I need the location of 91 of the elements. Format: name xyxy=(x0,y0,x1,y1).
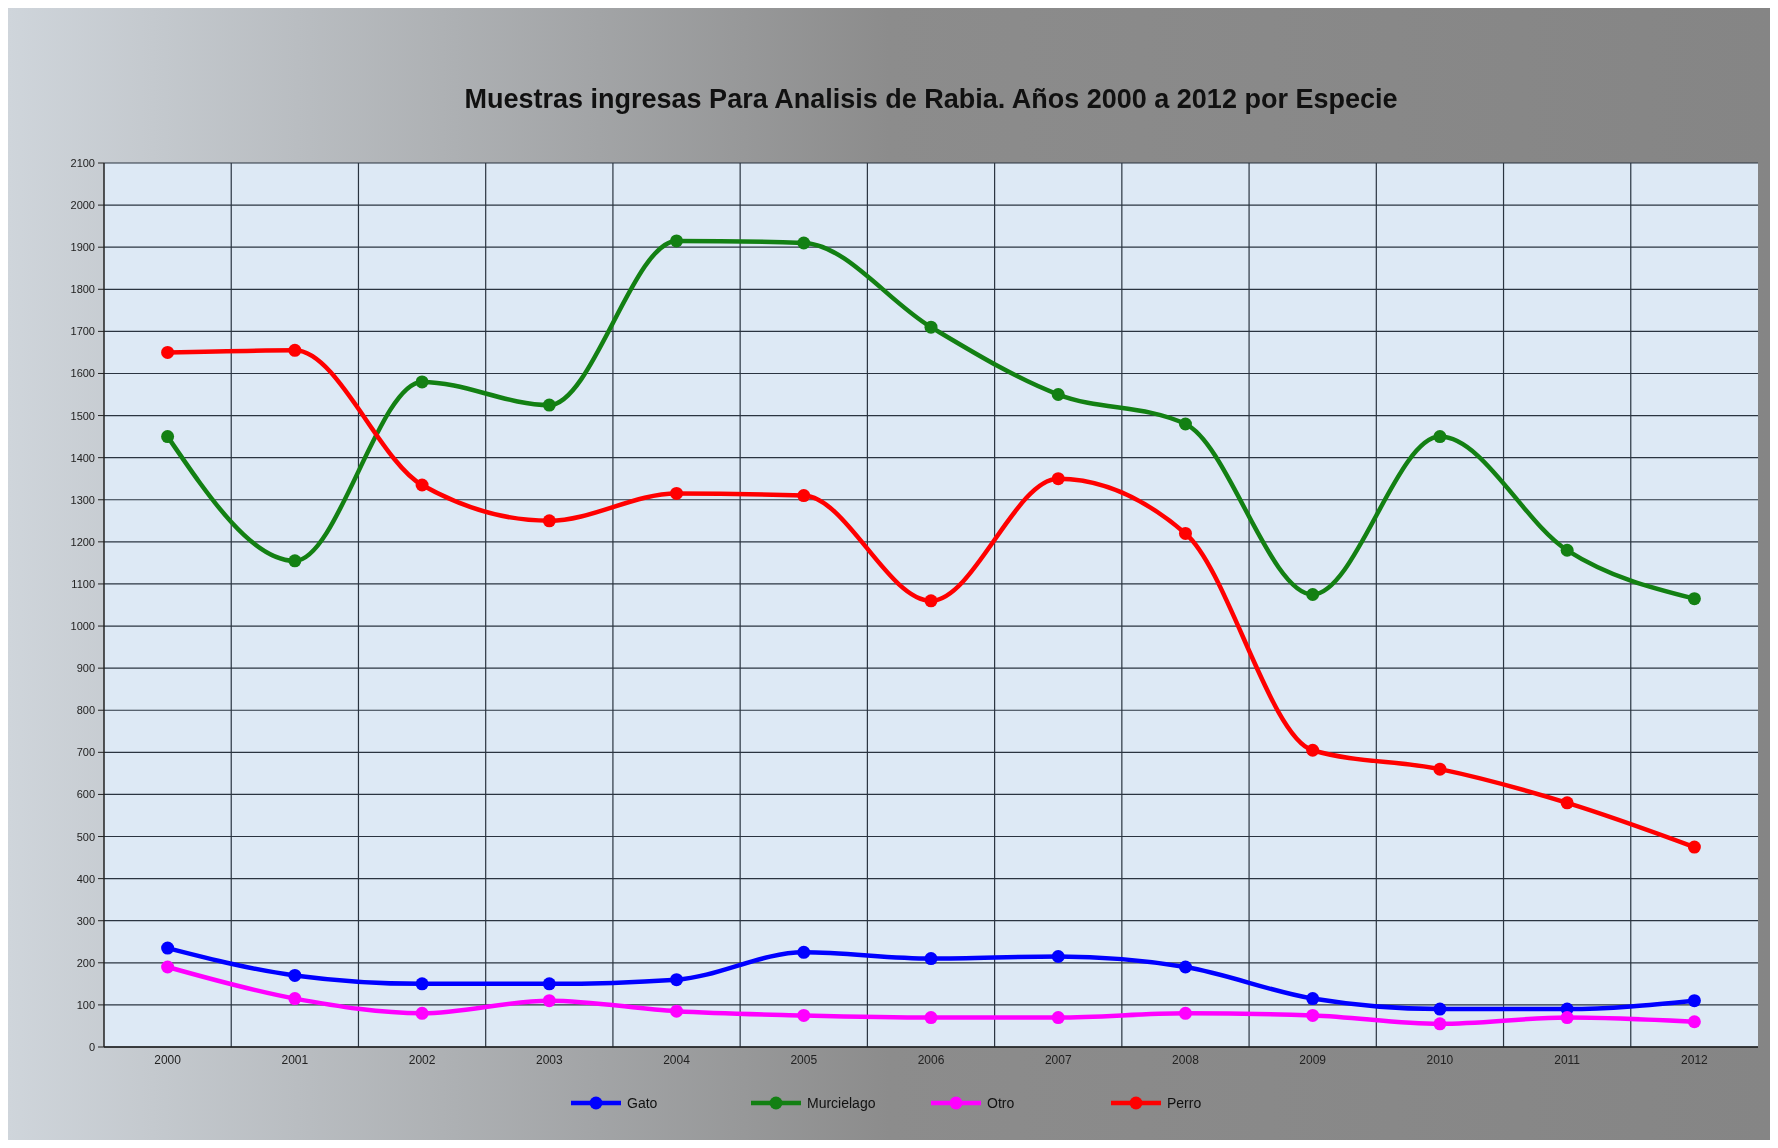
y-tick-label: 1900 xyxy=(70,241,95,254)
y-tick-label: 500 xyxy=(76,830,95,843)
point xyxy=(1051,388,1065,402)
point xyxy=(1306,992,1320,1006)
point xyxy=(1051,950,1065,963)
point xyxy=(1560,796,1574,810)
point xyxy=(670,1004,684,1018)
x-tick-label: 2004 xyxy=(663,1053,691,1067)
point xyxy=(797,945,811,959)
y-tick-label: 1300 xyxy=(70,493,95,506)
y-tick-label: 1200 xyxy=(70,535,95,548)
y-tick-label: 1600 xyxy=(70,367,95,380)
y-tick-label: 2100 xyxy=(70,157,95,169)
point xyxy=(1687,840,1701,854)
chart-title: Muestras ingresas Para Analisis de Rabia. Años 2000 a 2012 por Especie xyxy=(464,84,1398,114)
point xyxy=(1178,526,1192,540)
point xyxy=(288,554,302,568)
point xyxy=(1687,592,1701,606)
point xyxy=(670,234,684,248)
x-tick-label: 2007 xyxy=(1044,1053,1072,1067)
point xyxy=(1433,1002,1447,1016)
point xyxy=(542,514,556,528)
x-tick-label: 2008 xyxy=(1172,1053,1200,1067)
y-tick-label: 100 xyxy=(76,998,95,1011)
point xyxy=(1178,1006,1192,1020)
point xyxy=(924,320,938,334)
point xyxy=(1560,543,1574,557)
legend-label: Gato xyxy=(627,1095,658,1111)
point xyxy=(415,478,429,492)
x-tick-label: 2001 xyxy=(281,1053,309,1067)
point xyxy=(415,375,429,389)
point xyxy=(797,489,811,503)
point xyxy=(1433,1017,1447,1031)
y-tick-label: 1700 xyxy=(70,325,95,338)
x-tick-label: 2012 xyxy=(1681,1053,1709,1067)
point xyxy=(542,994,556,1008)
point xyxy=(288,992,302,1006)
legend-label: Otro xyxy=(987,1095,1015,1111)
y-tick-label: 300 xyxy=(76,914,95,927)
x-tick-label: 2003 xyxy=(535,1053,563,1067)
x-tick-label: 2010 xyxy=(1426,1053,1454,1067)
point xyxy=(1687,1015,1701,1029)
y-tick-label: 1800 xyxy=(70,283,95,296)
y-tick-label: 200 xyxy=(76,956,95,969)
point xyxy=(670,973,684,987)
y-tick-label: 2000 xyxy=(70,199,95,212)
point xyxy=(1306,743,1320,757)
point xyxy=(924,1011,938,1025)
point xyxy=(797,1008,811,1022)
point xyxy=(1560,1011,1574,1025)
x-tick-label: 2002 xyxy=(408,1053,436,1067)
x-tick-label: 2006 xyxy=(917,1053,945,1067)
point xyxy=(1051,1011,1065,1025)
point xyxy=(1687,994,1701,1008)
point xyxy=(542,398,556,412)
point xyxy=(797,236,811,250)
point xyxy=(288,968,302,982)
x-tick-label: 2011 xyxy=(1554,1053,1581,1067)
legend-label: Murcielago xyxy=(807,1095,876,1111)
y-tick-label: 0 xyxy=(88,1041,95,1053)
point xyxy=(161,430,175,444)
point xyxy=(1433,430,1447,444)
y-tick-label: 700 xyxy=(76,746,95,759)
y-tick-label: 1000 xyxy=(70,620,95,633)
y-tick-label: 900 xyxy=(76,662,95,675)
point xyxy=(542,977,556,991)
point xyxy=(670,486,684,500)
legend-label: Perro xyxy=(1167,1095,1202,1111)
point xyxy=(1051,472,1065,486)
point xyxy=(161,941,175,955)
point xyxy=(161,960,175,974)
point xyxy=(1178,960,1192,974)
y-tick-label: 1400 xyxy=(70,451,95,464)
point xyxy=(288,343,302,357)
y-tick-label: 800 xyxy=(76,704,95,717)
x-tick-label: 2000 xyxy=(154,1053,182,1067)
point xyxy=(1306,587,1320,601)
point xyxy=(924,594,938,608)
point xyxy=(1433,762,1447,776)
point xyxy=(161,345,175,359)
y-tick-label: 1500 xyxy=(70,409,95,422)
y-tick-label: 1100 xyxy=(71,577,95,590)
point xyxy=(415,1006,429,1020)
x-tick-label: 2005 xyxy=(790,1053,818,1067)
x-tick-label: 2009 xyxy=(1299,1053,1327,1067)
y-tick-label: 600 xyxy=(76,788,95,801)
point xyxy=(415,977,429,991)
y-tick-label: 400 xyxy=(76,872,95,885)
point xyxy=(924,952,938,966)
point xyxy=(1306,1008,1320,1022)
point xyxy=(1178,417,1192,431)
